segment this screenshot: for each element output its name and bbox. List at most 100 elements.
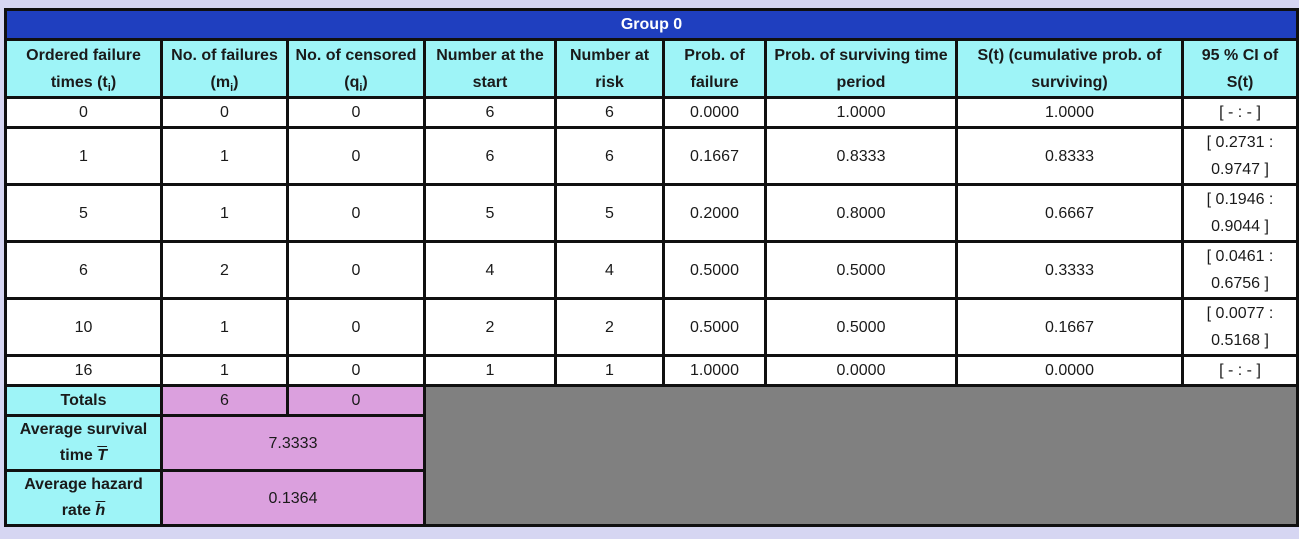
table-cell-ps: 0.5000: [764, 297, 958, 357]
table-cell-t: 5: [4, 183, 163, 243]
table-cell-start: 6: [423, 96, 557, 129]
column-header-text: Number at the start: [436, 46, 544, 91]
table-row: 10 1 0 2 2 0.5000 0.5000 0.1667[ 0.0077 :0.5168…: [4, 297, 1299, 357]
ci-upper: 0.9747 ]: [1211, 161, 1269, 178]
table-cell-start: 1: [423, 354, 557, 387]
empty-summary-area: [422, 384, 1299, 527]
avg-survival-symbol: T: [97, 447, 108, 464]
ci-lower: [ 0.0077 :: [1206, 305, 1274, 322]
table-cell-start: 6: [423, 126, 557, 186]
column-header-text: Ordered failure times (t: [26, 46, 141, 91]
table-cell-start: 4: [423, 240, 557, 300]
column-header: No. of censored (qi): [286, 38, 426, 99]
ci-lower: [ - : - ]: [1219, 362, 1261, 379]
table-cell-pf: 0.1667: [662, 126, 767, 186]
table-cell-start: 5: [423, 183, 557, 243]
kaplan-meier-table: Group 0 Ordered failure times (ti) No. of…: [3, 8, 1299, 527]
table-cell-risk: 4: [554, 240, 665, 300]
table-cell-risk: 2: [554, 297, 665, 357]
ci-upper: 0.5168 ]: [1211, 332, 1269, 349]
table-cell-st: 0.3333: [955, 240, 1184, 300]
table-cell-st: 1.0000: [955, 96, 1184, 129]
table-cell-m: 1: [160, 354, 289, 387]
table-row: 1 1 0 6 6 0.1667 0.8333 0.8333[ 0.2731 :0.9747 …: [4, 126, 1299, 186]
table-cell-st: 0.1667: [955, 297, 1184, 357]
table-cell-ci: [ 0.0077 : 0.5168 ]: [1180, 297, 1299, 357]
table-row: 0 0 0 6 6 0.0000 1.0000 1.0000[ - : - ]: [4, 96, 1299, 129]
column-header: Number at risk: [554, 38, 665, 99]
table-cell-q: 0: [286, 297, 426, 357]
ci-lower: [ 0.2731 :: [1206, 134, 1274, 151]
column-header-row: Ordered failure times (ti) No. of failure…: [4, 38, 1299, 99]
survival-table-frame: Group 0 Ordered failure times (ti) No. of…: [3, 8, 1299, 527]
table-cell-q: 0: [286, 183, 426, 243]
table-cell-t: 16: [4, 354, 163, 387]
table-cell-m: 1: [160, 126, 289, 186]
ci-lower: [ 0.1946 :: [1206, 191, 1274, 208]
column-header-text: Prob. of surviving time period: [774, 46, 948, 91]
column-header-text: 95 % CI of S(t): [1201, 46, 1279, 91]
column-header-text: Number at risk: [569, 46, 650, 91]
table-cell-ci: [ 0.1946 : 0.9044 ]: [1180, 183, 1299, 243]
table-cell-st: 0.6667: [955, 183, 1184, 243]
group-title: Group 0: [3, 8, 1299, 41]
avg-hazard-label: Average hazard rate h: [4, 469, 163, 527]
ci-upper: 0.6756 ]: [1211, 275, 1269, 292]
table-cell-start: 2: [423, 297, 557, 357]
table-cell-pf: 0.2000: [662, 183, 767, 243]
table-cell-st: 0.0000: [955, 354, 1184, 387]
column-header-text: Prob. of failure: [684, 46, 745, 91]
table-cell-ps: 1.0000: [764, 96, 958, 129]
avg-survival-value: 7.3333: [160, 414, 426, 472]
table-cell-risk: 6: [554, 126, 665, 186]
table-cell-m: 2: [160, 240, 289, 300]
table-cell-m: 1: [160, 297, 289, 357]
table-row: 16 1 0 1 1 1.0000 0.0000 0.0000[ - : - ]: [4, 354, 1299, 387]
table-cell-ps: 0.0000: [764, 354, 958, 387]
column-header: Ordered failure times (ti): [4, 38, 163, 99]
avg-survival-label-text: Average survival time: [19, 421, 148, 464]
ci-upper: 0.9044 ]: [1211, 218, 1269, 235]
column-header: Prob. of surviving time period: [764, 38, 958, 99]
table-cell-ci: [ - : - ]: [1180, 354, 1299, 387]
ci-lower: [ 0.0461 :: [1206, 248, 1274, 265]
table-cell-ci: [ 0.2731 : 0.9747 ]: [1180, 126, 1299, 186]
column-header-subscript: i: [359, 81, 363, 94]
avg-hazard-value: 0.1364: [160, 469, 426, 527]
column-header-close: ): [110, 73, 117, 91]
table-cell-ps: 0.8000: [764, 183, 958, 243]
totals-failures: 6: [160, 384, 289, 417]
avg-hazard-symbol: h: [95, 502, 106, 519]
table-cell-pf: 0.0000: [662, 96, 767, 129]
table-row: 6 2 0 4 4 0.5000 0.5000 0.3333[ 0.0461 :0.6756 …: [4, 240, 1299, 300]
table-cell-ps: 0.8333: [764, 126, 958, 186]
table-cell-risk: 5: [554, 183, 665, 243]
table-cell-st: 0.8333: [955, 126, 1184, 186]
totals-label: Totals: [4, 384, 163, 417]
avg-survival-label: Average survival time T: [4, 414, 163, 472]
table-cell-t: 0: [4, 96, 163, 129]
column-header-close: ): [362, 73, 368, 91]
table-row: 5 1 0 5 5 0.2000 0.8000 0.6667[ 0.1946 :0.9044 …: [4, 183, 1299, 243]
column-header-subscript: i: [107, 81, 111, 94]
column-header: No. of failures (mi): [160, 38, 289, 99]
column-header: Number at the start: [423, 38, 557, 99]
table-cell-t: 10: [4, 297, 163, 357]
table-cell-m: 1: [160, 183, 289, 243]
table-cell-q: 0: [286, 96, 426, 129]
table-cell-t: 1: [4, 126, 163, 186]
totals-censored: 0: [286, 384, 426, 417]
table-cell-m: 0: [160, 96, 289, 129]
table-cell-q: 0: [286, 240, 426, 300]
column-header: Prob. of failure: [662, 38, 767, 99]
column-header-subscript: i: [230, 81, 234, 94]
column-header: S(t) (cumulative prob. of surviving): [955, 38, 1184, 99]
table-cell-ci: [ 0.0461 : 0.6756 ]: [1180, 240, 1299, 300]
table-cell-ci: [ - : - ]: [1180, 96, 1299, 129]
table-cell-t: 6: [4, 240, 163, 300]
ci-lower: [ - : - ]: [1219, 104, 1261, 121]
column-header: 95 % CI of S(t): [1180, 38, 1299, 99]
table-cell-risk: 1: [554, 354, 665, 387]
table-cell-q: 0: [286, 126, 426, 186]
table-cell-q: 0: [286, 354, 426, 387]
